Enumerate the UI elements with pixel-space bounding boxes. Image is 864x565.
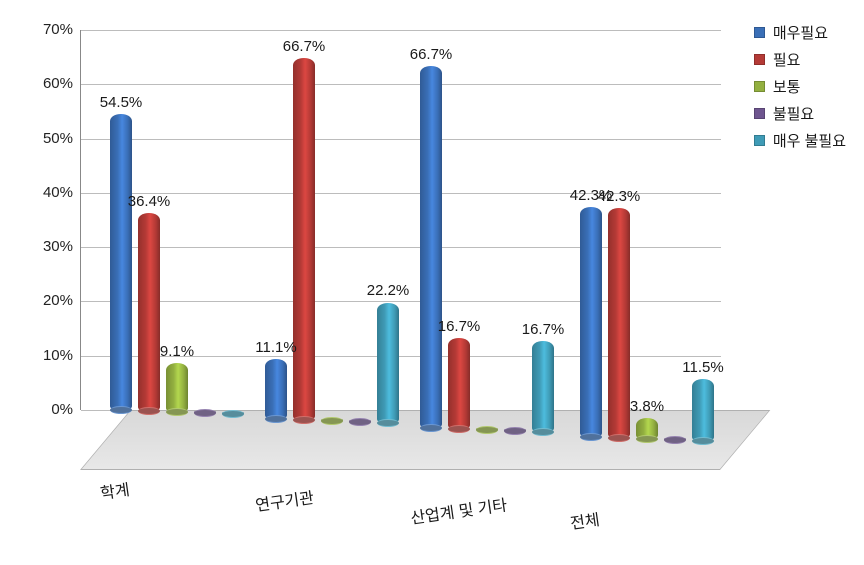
legend-swatch bbox=[754, 54, 765, 65]
value-label: 66.7% bbox=[410, 46, 453, 63]
chart-container: 0% 10% 20% 30% 40% 50% 60% 70% 54.5% 36.4% 9.1% 11… bbox=[10, 10, 854, 555]
y-tick-label: 50% bbox=[43, 130, 73, 147]
legend-swatch bbox=[754, 81, 765, 92]
legend-item: 불필요 bbox=[754, 103, 846, 124]
y-tick-label: 10% bbox=[43, 347, 73, 364]
gridline: 50% bbox=[81, 139, 721, 140]
category-label: 학계 bbox=[98, 476, 131, 504]
value-label: 16.7% bbox=[522, 321, 565, 338]
gridline: 60% bbox=[81, 84, 721, 85]
y-tick-label: 30% bbox=[43, 238, 73, 255]
value-label: 36.4% bbox=[128, 193, 171, 210]
value-label: 66.7% bbox=[283, 38, 326, 55]
legend-label: 매우필요 bbox=[773, 22, 828, 43]
legend-swatch bbox=[754, 108, 765, 119]
plot-area: 0%10%20%30%40%50%60%70% 54.5%36.4%9.1%11… bbox=[80, 30, 720, 470]
legend-item: 매우필요 bbox=[754, 22, 846, 43]
y-tick-label: 60% bbox=[43, 75, 73, 92]
value-label: 16.7% bbox=[438, 318, 481, 335]
legend-swatch bbox=[754, 27, 765, 38]
value-label: 9.1% bbox=[160, 343, 194, 360]
legend-item: 보통 bbox=[754, 76, 846, 97]
value-label: 22.2% bbox=[367, 282, 410, 299]
legend-swatch bbox=[754, 135, 765, 146]
y-tick-label: 20% bbox=[43, 292, 73, 309]
value-label: 42.3% bbox=[598, 188, 641, 205]
y-tick-label: 70% bbox=[43, 21, 73, 38]
legend-label: 필요 bbox=[773, 49, 801, 70]
value-label: 54.5% bbox=[100, 94, 143, 111]
category-label: 연구기관 bbox=[254, 484, 316, 516]
legend-label: 매우 불필요 bbox=[773, 130, 846, 151]
gridline: 70% bbox=[81, 30, 721, 31]
y-tick-label: 40% bbox=[43, 184, 73, 201]
value-label: 11.5% bbox=[682, 359, 723, 376]
category-label: 산업계 및 기타 bbox=[409, 491, 509, 528]
y-tick-label: 0% bbox=[51, 401, 73, 418]
legend-label: 불필요 bbox=[773, 103, 814, 124]
legend-label: 보통 bbox=[773, 76, 801, 97]
category-label: 전체 bbox=[568, 506, 601, 534]
legend-item: 매우 불필요 bbox=[754, 130, 846, 151]
legend: 매우필요필요보통불필요매우 불필요 bbox=[754, 22, 846, 157]
value-label: 3.8% bbox=[630, 398, 664, 415]
value-label: 11.1% bbox=[255, 339, 296, 356]
legend-item: 필요 bbox=[754, 49, 846, 70]
